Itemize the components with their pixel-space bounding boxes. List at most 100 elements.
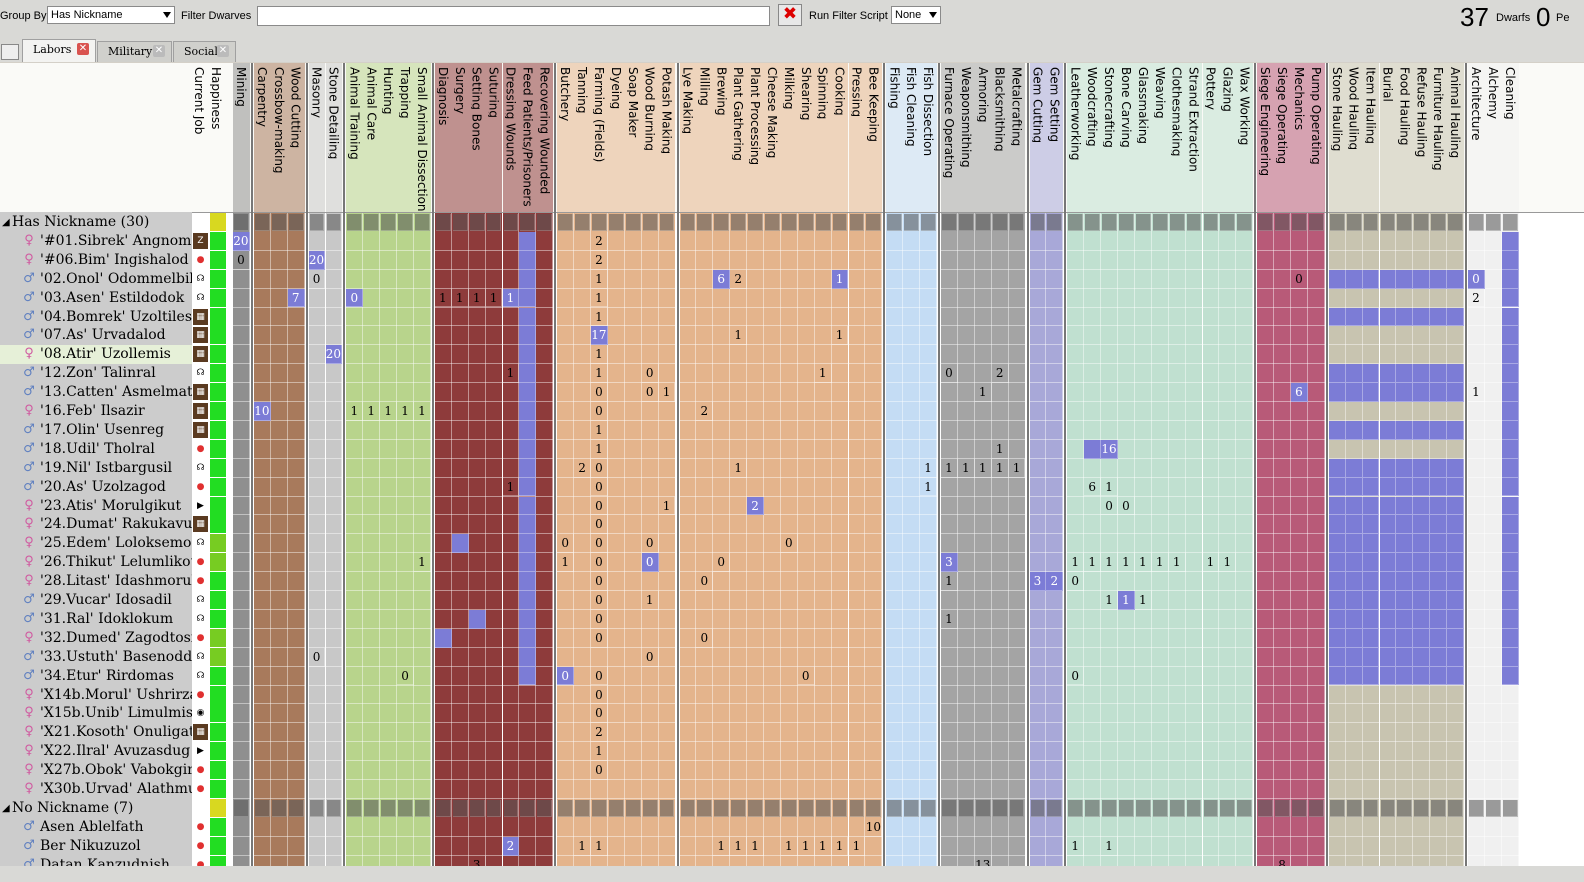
- labor-cell-enabled[interactable]: [1396, 572, 1414, 591]
- labor-cell-enabled[interactable]: [1379, 496, 1397, 516]
- labor-cell[interactable]: 0: [1118, 496, 1135, 516]
- labor-cell[interactable]: 1: [1101, 477, 1118, 497]
- labor-cell-enabled[interactable]: [1447, 383, 1464, 402]
- labor-cell-enabled[interactable]: [1447, 591, 1464, 610]
- column-header-shearing[interactable]: Shearing: [799, 67, 812, 121]
- labor-cell[interactable]: 0: [641, 534, 659, 554]
- labor-cell[interactable]: 1: [974, 458, 992, 478]
- labor-cell-enabled[interactable]: [1501, 364, 1519, 384]
- column-header-mechanics[interactable]: Mechanics: [1293, 67, 1305, 131]
- labor-cell-enabled[interactable]: [1430, 591, 1448, 610]
- column-header-trapping[interactable]: Trapping: [399, 67, 412, 119]
- labor-cell-enabled[interactable]: [1430, 383, 1448, 402]
- labor-cell-enabled[interactable]: [519, 439, 537, 459]
- labor-cell-enabled[interactable]: [1396, 477, 1414, 497]
- labor-cell-enabled[interactable]: [1501, 572, 1519, 591]
- labor-cell[interactable]: 10: [865, 817, 883, 837]
- tab-labors[interactable]: Labors ✕: [22, 39, 96, 62]
- labor-cell-enabled[interactable]: [1430, 458, 1448, 478]
- labor-cell[interactable]: 0: [941, 364, 958, 384]
- labor-cell-enabled[interactable]: [1396, 628, 1414, 648]
- labor-cell[interactable]: 2: [1468, 288, 1485, 308]
- labor-cell[interactable]: 1: [574, 836, 591, 856]
- dwarf-row[interactable]: ♀ '28.Litast' Idashmorul: [0, 572, 192, 591]
- labor-cell-enabled[interactable]: [1447, 364, 1464, 384]
- labor-cell[interactable]: 0: [591, 685, 608, 705]
- labor-cell-enabled[interactable]: [1345, 307, 1363, 327]
- labor-cell[interactable]: 2: [591, 250, 608, 270]
- labor-cell[interactable]: 1: [1067, 836, 1085, 856]
- labor-cell[interactable]: 1: [814, 836, 832, 856]
- labor-cell-enabled[interactable]: [519, 288, 537, 308]
- labor-cell-enabled[interactable]: [519, 420, 537, 440]
- labor-cell[interactable]: 0: [713, 553, 731, 573]
- labor-cell[interactable]: 1: [1008, 458, 1026, 478]
- labor-cell[interactable]: 1: [557, 553, 575, 573]
- script-select[interactable]: None: [891, 6, 941, 24]
- labor-cell-enabled[interactable]: [1396, 383, 1414, 402]
- labor-cell-enabled[interactable]: [1413, 477, 1431, 497]
- labor-cell-enabled[interactable]: [1413, 628, 1431, 648]
- labor-cell-enabled[interactable]: [1362, 496, 1380, 516]
- labor-cell-enabled[interactable]: [1430, 515, 1448, 535]
- labor-cell[interactable]: 0: [1067, 666, 1085, 686]
- labor-cell[interactable]: 1: [591, 742, 608, 762]
- labor-cell-enabled[interactable]: [1396, 666, 1414, 686]
- labor-cell-enabled[interactable]: [1345, 591, 1363, 610]
- labor-cell-enabled[interactable]: [1430, 307, 1448, 327]
- dwarf-row[interactable]: ♂ Asen Ablelfath: [0, 818, 192, 837]
- labor-cell[interactable]: 2: [730, 269, 748, 289]
- labor-cell-enabled[interactable]: [1413, 553, 1431, 573]
- labor-cell-enabled[interactable]: [1430, 572, 1448, 591]
- labor-cell[interactable]: 1: [780, 836, 798, 856]
- labor-cell-enabled[interactable]: [1447, 534, 1464, 554]
- column-header-fish-cleaning[interactable]: Fish Cleaning: [905, 67, 918, 147]
- labor-cell-enabled[interactable]: [1345, 515, 1363, 535]
- labor-cell-enabled[interactable]: [1430, 609, 1448, 629]
- column-header-alchemy[interactable]: Alchemy: [1486, 67, 1499, 119]
- labor-cell-enabled[interactable]: [1362, 269, 1380, 289]
- labor-cell-enabled[interactable]: [1345, 553, 1363, 573]
- labor-cell[interactable]: 7: [287, 288, 305, 308]
- column-header-stone-detailing[interactable]: Stone Detailing: [327, 67, 340, 160]
- column-header-strand-extraction[interactable]: Strand Extraction: [1187, 67, 1200, 172]
- clear-filter-button[interactable]: ✖: [778, 4, 802, 26]
- labor-cell-enabled[interactable]: [519, 515, 537, 535]
- labor-cell-enabled[interactable]: [1447, 458, 1464, 478]
- labor-cell-enabled[interactable]: [1396, 553, 1414, 573]
- column-header-leatherworking[interactable]: Leatherworking: [1069, 67, 1082, 161]
- labor-cell-enabled[interactable]: [519, 364, 537, 384]
- labor-cell[interactable]: 1: [485, 288, 503, 308]
- labor-cell-enabled[interactable]: [1345, 628, 1363, 648]
- dwarf-row[interactable]: ♂ '02.Onol' Odommelbil: [0, 270, 192, 289]
- labor-cell-enabled[interactable]: [1328, 609, 1346, 629]
- labor-cell-enabled[interactable]: [519, 250, 537, 270]
- labor-cell[interactable]: 1: [957, 458, 975, 478]
- labor-cell[interactable]: 0: [1291, 269, 1308, 289]
- labor-cell-enabled[interactable]: [519, 326, 537, 346]
- column-header-bee-keeping[interactable]: Bee Keeping: [867, 67, 880, 143]
- labor-cell-enabled[interactable]: [519, 534, 537, 554]
- labor-cell[interactable]: 1: [1067, 553, 1085, 573]
- labor-cell[interactable]: 0: [233, 250, 250, 270]
- labor-cell[interactable]: 1: [591, 269, 608, 289]
- column-header-fish-dissection[interactable]: Fish Dissection: [922, 67, 935, 157]
- labor-cell[interactable]: 1: [797, 836, 815, 856]
- labor-cell[interactable]: 2: [991, 364, 1009, 384]
- column-header-surgery[interactable]: Surgery: [453, 67, 466, 114]
- labor-cell-enabled[interactable]: [1379, 553, 1397, 573]
- dwarf-row[interactable]: ♂ '13.Catten' Asmelmatul: [0, 383, 192, 402]
- labor-cell-enabled[interactable]: [1328, 628, 1346, 648]
- labor-cell-enabled[interactable]: [1501, 231, 1519, 251]
- column-header-wood-burning[interactable]: Wood Burning: [643, 67, 656, 151]
- labor-cell-enabled[interactable]: [1501, 269, 1519, 289]
- labor-cell-enabled[interactable]: [1413, 647, 1431, 667]
- dwarf-row[interactable]: ♂ '04.Bomrek' Uzoltilesh: [0, 308, 192, 327]
- expand-icon[interactable]: ◢: [2, 217, 10, 228]
- column-header-wood-hauling[interactable]: Wood Hauling: [1347, 67, 1360, 151]
- column-header-spinning[interactable]: Spinning: [816, 67, 829, 120]
- labor-cell-enabled[interactable]: [1396, 647, 1414, 667]
- dwarf-row[interactable]: ♀ '25.Edem' Loloksemor: [0, 534, 192, 553]
- labor-cell-enabled[interactable]: [1396, 534, 1414, 554]
- labor-cell[interactable]: 0: [591, 572, 608, 591]
